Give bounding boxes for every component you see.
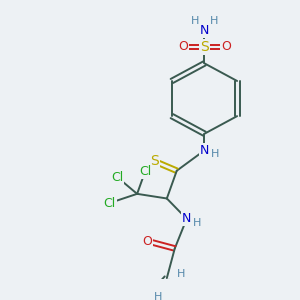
Text: O: O [178,40,188,53]
Text: H: H [211,149,220,159]
Text: Cl: Cl [103,196,116,210]
Text: O: O [142,235,152,248]
Text: H: H [190,16,199,26]
Text: S: S [200,40,209,54]
Text: N: N [182,212,191,225]
Text: N: N [200,24,209,37]
Text: Cl: Cl [111,171,123,184]
Text: Cl: Cl [139,165,151,178]
Text: H: H [194,218,202,227]
Text: H: H [176,269,185,279]
Text: N: N [200,144,209,157]
Text: O: O [221,40,231,53]
Text: S: S [151,154,159,169]
Text: H: H [154,292,162,300]
Text: H: H [210,16,219,26]
